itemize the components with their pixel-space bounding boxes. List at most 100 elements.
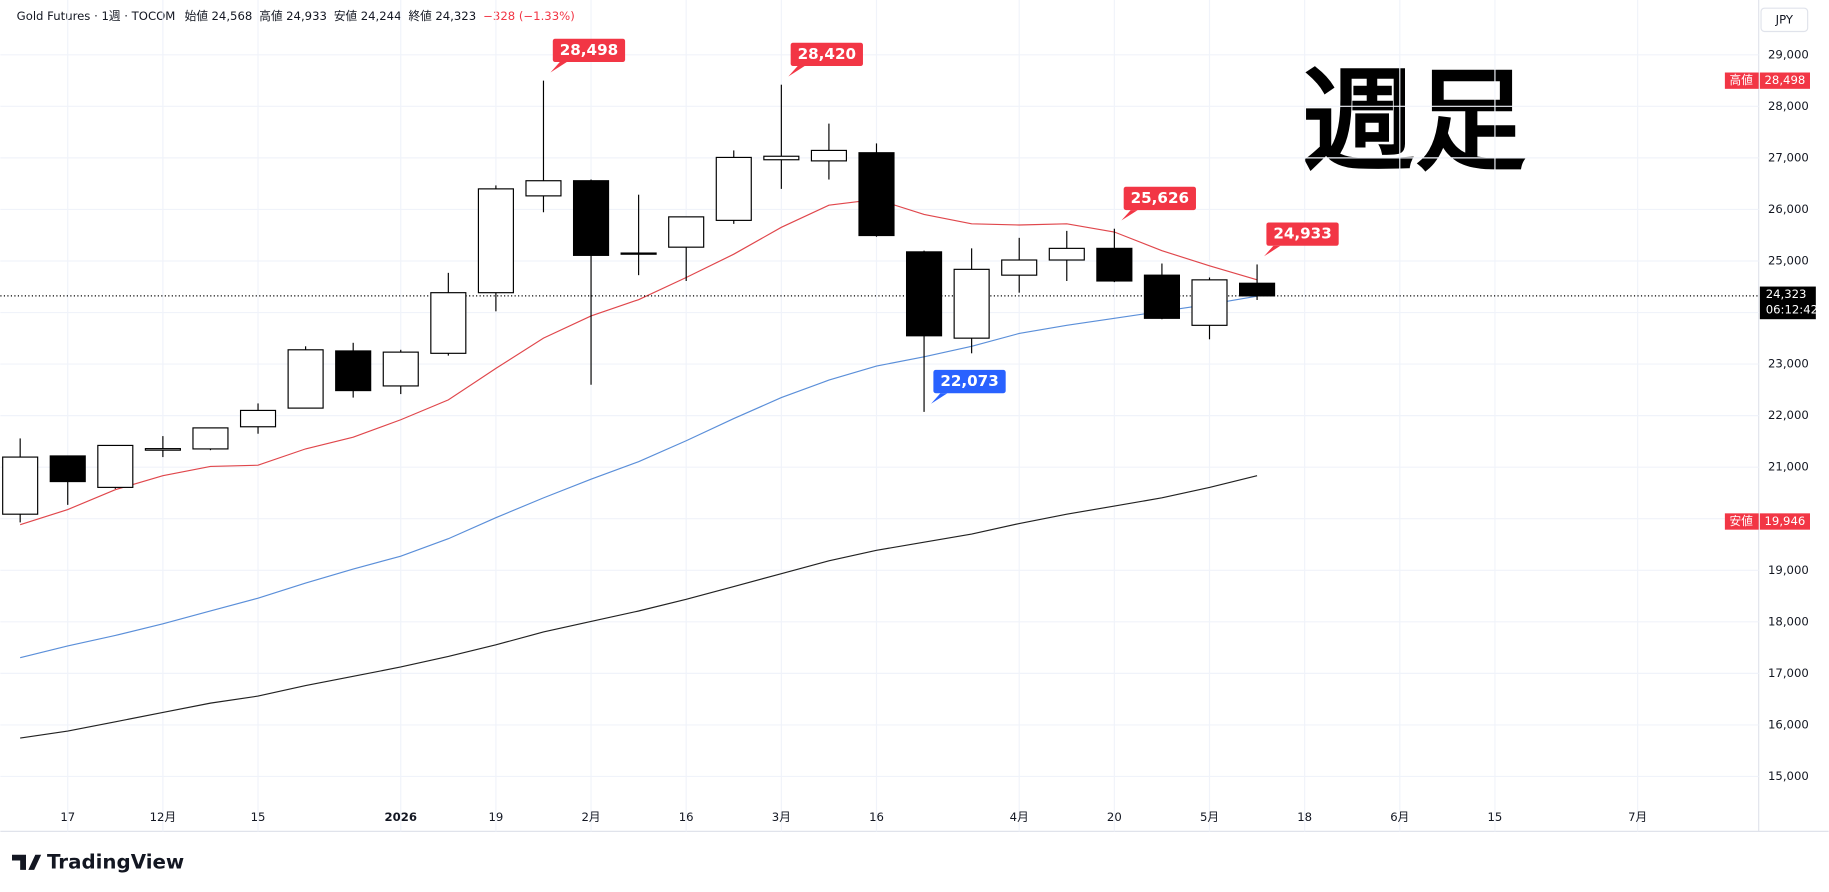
callout-box	[790, 42, 863, 67]
y-tick-label: 23,000	[1768, 357, 1809, 371]
candle-body	[668, 216, 705, 248]
price-callout: 22,073	[931, 369, 1006, 404]
callout-label: 24,933	[1273, 225, 1331, 243]
plot: 28,498 28,420 25,626 24,933 22,073	[0, 38, 1759, 739]
header-field: 安値	[334, 9, 358, 23]
high-marker-label: 28,498	[1765, 73, 1806, 87]
price-callout: 28,420	[788, 42, 863, 77]
x-tick-label: 7月	[1628, 810, 1647, 824]
candle-body	[430, 292, 467, 354]
x-tick-label: 6月	[1390, 810, 1409, 824]
header-field: 24,933	[286, 9, 327, 23]
candle-body	[525, 180, 562, 197]
branding: TradingView	[47, 850, 184, 873]
x-tick-label: 18	[1297, 810, 1312, 824]
x-tick-label: 4月	[1010, 810, 1029, 824]
low-marker-box	[1759, 513, 1810, 530]
callout-pointer	[550, 62, 567, 73]
candle-body	[477, 188, 514, 294]
y-tick-label: 22,000	[1768, 408, 1809, 422]
x-tick-label: 2月	[582, 810, 601, 824]
candle-body	[763, 155, 800, 161]
candle-body	[2, 456, 39, 515]
y-tick-label: 27,000	[1768, 150, 1809, 164]
candle-body	[335, 350, 372, 392]
x-tick-label: 12月	[150, 810, 177, 824]
y-tick-label: 26,000	[1768, 202, 1809, 216]
ma-line	[20, 295, 1258, 659]
low-marker-text-bg	[1724, 513, 1759, 530]
header-field: 始値	[185, 9, 209, 23]
callout-pointer	[931, 393, 948, 404]
low-marker: 安値 19,946	[1724, 513, 1810, 530]
high-marker-text-bg	[1724, 72, 1759, 89]
ma-line	[20, 475, 1258, 739]
candle-body	[49, 455, 86, 483]
y-tick-label: 29,000	[1768, 47, 1809, 61]
high-marker-text: 高値	[1730, 73, 1754, 87]
candle-body	[572, 180, 610, 256]
logo-mark	[12, 854, 42, 870]
high-marker: 高値 28,498	[1724, 72, 1810, 89]
x-tick-label: 20	[1107, 810, 1122, 824]
y-tick-label: 18,000	[1768, 614, 1809, 628]
x-tick-label: 15	[1488, 810, 1503, 824]
candle-body	[858, 152, 895, 237]
candle-body	[144, 448, 181, 451]
candle-body	[382, 351, 419, 387]
currency[interactable]: JPY	[1775, 12, 1794, 26]
last-price-box	[1759, 286, 1816, 320]
callout-box	[1123, 186, 1196, 211]
header-field: 高値	[259, 9, 283, 23]
candle-body	[192, 427, 229, 450]
candle-body	[620, 252, 657, 255]
logo: TradingView	[12, 850, 184, 873]
low-marker-label: 19,946	[1765, 514, 1806, 528]
candle-body	[810, 149, 847, 162]
callout-label: 25,626	[1131, 189, 1189, 207]
candle-body	[1096, 247, 1133, 282]
candle-body	[715, 156, 752, 221]
callout-pointer	[788, 66, 805, 77]
y-tick-label: 21,000	[1768, 460, 1809, 474]
x-tick-label: 15	[251, 810, 266, 824]
candle-body	[97, 444, 134, 488]
y-tick-label: 25,000	[1768, 253, 1809, 267]
x-tick-label: 5月	[1200, 810, 1219, 824]
price-callout: 28,498	[550, 38, 626, 73]
x-tick-label: 17	[60, 810, 75, 824]
candle-body	[953, 268, 990, 339]
header: Gold Futures · 1週 · TOCOM 始値 24,568 高値 24,9…	[17, 9, 575, 23]
header-field: 24,568	[211, 9, 252, 23]
watermark: 週足	[1303, 56, 1527, 187]
header-field: 24,323	[435, 9, 476, 23]
callout-box	[1266, 222, 1339, 246]
last-price-label: 24,323	[1766, 287, 1807, 301]
candle-body	[1191, 279, 1228, 326]
x-tick-label: 2026	[385, 810, 417, 824]
high-marker-box	[1759, 72, 1810, 89]
x-tick-label: 3月	[772, 810, 791, 824]
price-callout: 24,933	[1264, 222, 1339, 257]
x-tick-label: 19	[488, 810, 503, 824]
candle-body	[1001, 259, 1038, 276]
x-tick-label: 16	[679, 810, 694, 824]
callout-box	[552, 38, 626, 63]
candle-body	[1048, 247, 1085, 261]
callout-pointer	[1121, 210, 1138, 221]
y-tick-label: 15,000	[1768, 769, 1809, 783]
header-field: 24,244	[361, 9, 402, 23]
header-field: −328 (−1.33%)	[483, 9, 575, 23]
price-callout: 25,626	[1121, 186, 1196, 221]
ma-line	[19, 198, 1258, 526]
candle-body	[1143, 274, 1181, 319]
callout-pointer	[1264, 245, 1281, 257]
low-marker-text: 安値	[1730, 514, 1754, 528]
header-field: 終値	[409, 9, 433, 23]
symbol: Gold Futures · 1週 · TOCOM	[17, 9, 176, 23]
y-tick-label: 17,000	[1768, 666, 1809, 680]
currency-button[interactable]	[1760, 7, 1809, 33]
candle-body	[1239, 282, 1276, 297]
